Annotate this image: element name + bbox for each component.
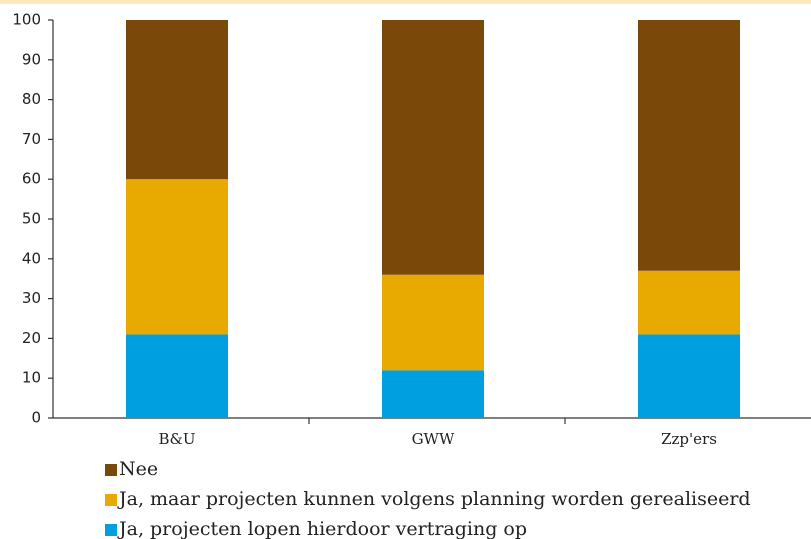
legend-swatch — [105, 494, 117, 506]
y-tick-label: 0 — [31, 409, 41, 427]
y-tick-label: 70 — [22, 130, 41, 148]
legend-label: Nee — [119, 458, 158, 480]
legend-swatch — [105, 524, 117, 536]
y-tick-label: 30 — [22, 289, 41, 307]
y-tick-label: 40 — [22, 249, 41, 267]
y-tick-label: 80 — [22, 90, 41, 108]
bar-segment — [382, 20, 484, 275]
y-tick-label: 60 — [22, 170, 41, 188]
top-strip — [0, 0, 811, 4]
bar-segment — [638, 270, 740, 335]
legend-label: Ja, projecten lopen hierdoor vertraging … — [117, 518, 527, 539]
bar-segment — [638, 334, 740, 418]
y-tick-label: 50 — [22, 210, 41, 228]
bar-segment — [126, 20, 228, 180]
y-tick-label: 100 — [12, 11, 41, 29]
y-tick-label: 90 — [22, 50, 41, 68]
y-tick-label: 10 — [22, 369, 41, 387]
bar-segment — [638, 20, 740, 271]
bar-segment — [382, 274, 484, 371]
x-tick-label: Zzp'ers — [661, 430, 717, 448]
legend-swatch — [105, 464, 117, 476]
x-tick-label: B&U — [158, 430, 195, 448]
legend-label: Ja, maar projecten kunnen volgens planni… — [117, 488, 751, 510]
bar-segment — [382, 370, 484, 418]
x-tick-label: GWW — [412, 430, 455, 448]
bar-segment — [126, 179, 228, 335]
bar-segment — [126, 334, 228, 418]
y-tick-label: 20 — [22, 329, 41, 347]
